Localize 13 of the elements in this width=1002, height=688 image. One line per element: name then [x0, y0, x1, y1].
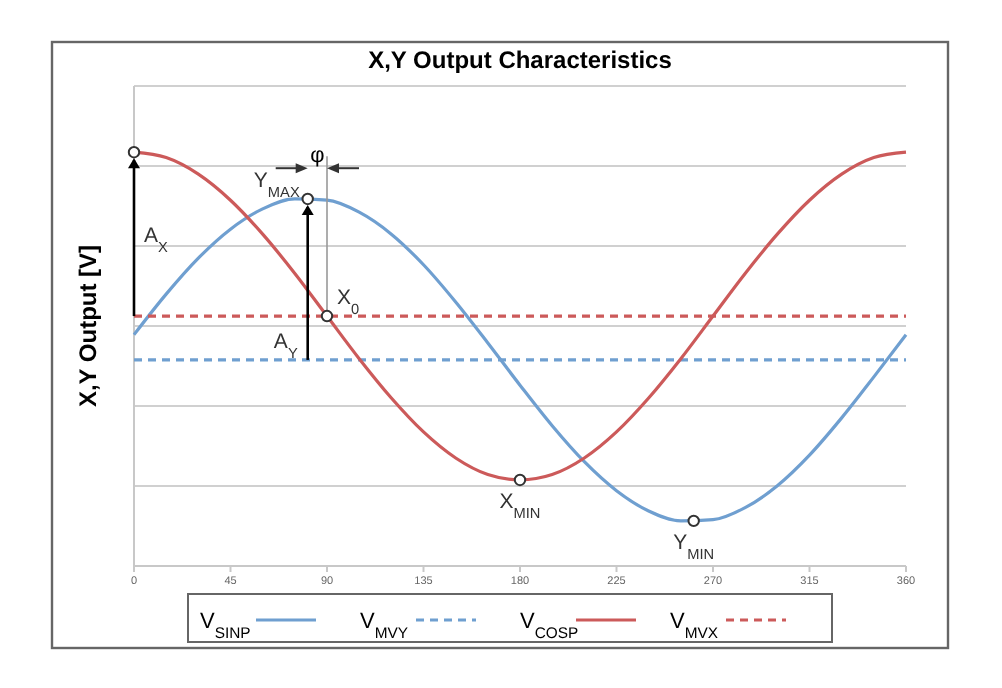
annotation: X$_{0}$ [337, 286, 360, 318]
annotation: X$_{MIN}$ [499, 489, 541, 521]
annotation: Y$_{MIN}$ [673, 530, 715, 562]
legend-label: V$_{COSP}$ [520, 610, 579, 641]
annotation: Y$_{MAX}$ [253, 168, 300, 200]
chart-title: X,Y Output Characteristics [368, 46, 673, 74]
annotation: A$_{Y}$ [273, 329, 298, 361]
legend-label: V$_{MVX}$ [670, 610, 719, 641]
annotation: A$_{X}$ [144, 224, 169, 256]
legend-label: V$_{MVY}$ [360, 610, 409, 641]
annotation: φ [310, 144, 325, 169]
legend-label: V$_{SINP}$ [200, 610, 251, 641]
y-axis-title: X,Y Output [V] [74, 244, 102, 408]
